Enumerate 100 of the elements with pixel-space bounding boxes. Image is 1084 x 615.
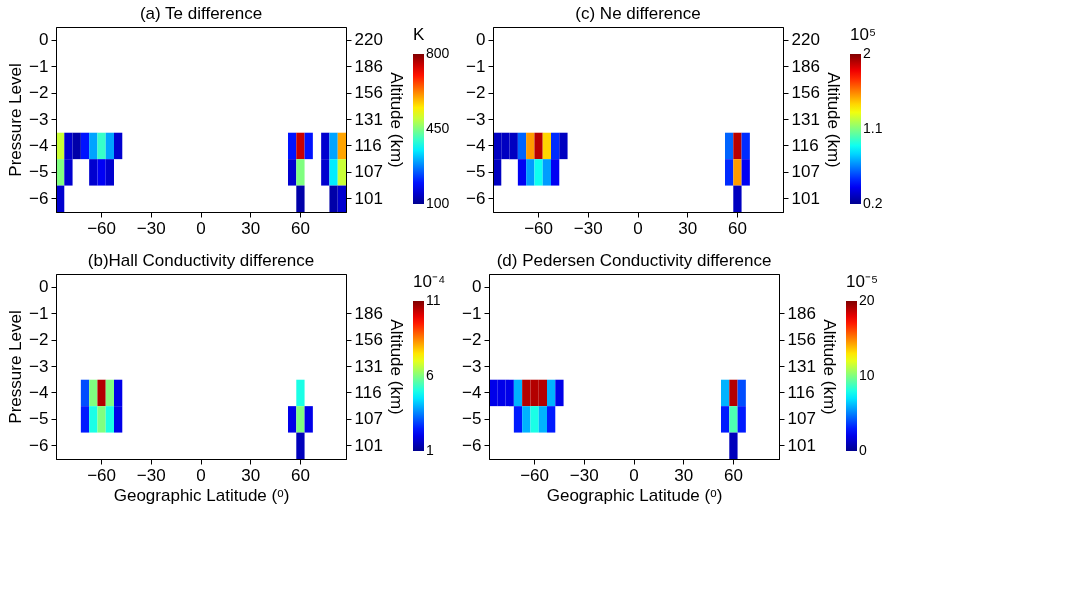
y2-tick-label: 116 — [791, 135, 819, 155]
color-bar-label: 20 — [859, 292, 875, 308]
y-tick-label: −5 — [466, 162, 486, 182]
chart-title: (b)Hall Conductivity difference — [87, 251, 315, 270]
y2-tick-label: 186 — [354, 56, 383, 76]
color-bar-label: 11 — [426, 292, 441, 308]
y2-tick-label: 107 — [354, 409, 383, 429]
color-bar-label: 0.2 — [863, 195, 883, 211]
x-tick-label: −30 — [136, 218, 166, 238]
y2-tick-label: 107 — [354, 162, 383, 182]
color-bar-label: 450 — [426, 120, 450, 136]
y-tick-label: −6 — [466, 188, 486, 208]
x-tick-label: 60 — [723, 465, 743, 485]
y-tick-label: −6 — [29, 435, 49, 455]
y2-tick-label: 116 — [354, 382, 382, 402]
color-bar-label: 800 — [426, 45, 450, 61]
y-tick-label: −2 — [466, 83, 486, 103]
x-tick-label: 60 — [727, 218, 747, 238]
y-tick-label: −6 — [29, 188, 49, 208]
x-tick-label: −60 — [520, 465, 549, 485]
chart-title: (c) Ne difference — [575, 4, 701, 23]
y2-tick-label: 131 — [354, 356, 383, 376]
color-bar-label: 100 — [426, 195, 450, 211]
y2-tick-label: 101 — [787, 435, 816, 455]
y2-tick-label: 220 — [791, 30, 820, 50]
y-tick-label: 0 — [476, 30, 486, 50]
color-bar-label: 1 — [426, 442, 434, 458]
color-bar-label: 2 — [863, 45, 871, 61]
y2-tick-label: 186 — [787, 303, 816, 323]
y-tick-label: −3 — [466, 109, 486, 129]
y-tick-label: −2 — [29, 330, 49, 350]
y-tick-label: −5 — [462, 409, 482, 429]
y2-tick-label: 186 — [791, 56, 820, 76]
y-tick-label: 0 — [39, 277, 49, 297]
y-tick-label: −4 — [29, 135, 49, 155]
x-tick-label: 30 — [678, 218, 698, 238]
x-tick-label: 30 — [241, 218, 261, 238]
y2-tick-label: 116 — [354, 135, 382, 155]
x-tick-label: −30 — [569, 465, 599, 485]
y2-tick-label: 107 — [787, 409, 816, 429]
y2-tick-label: 101 — [791, 188, 820, 208]
y-tick-label: −2 — [29, 83, 49, 103]
y-axis-title: Pressure Level — [6, 310, 26, 424]
y2-tick-label: 220 — [354, 30, 383, 50]
y-tick-label: −4 — [29, 382, 49, 402]
y-tick-label: −3 — [29, 109, 49, 129]
color-bar-title: 10⁻⁴ — [413, 272, 446, 291]
chart-title: (d) Pedersen Conductivity difference — [496, 251, 772, 270]
y2-axis-title: Altitude (km) — [819, 319, 839, 415]
x-tick-label: −60 — [524, 218, 553, 238]
y2-tick-label: 186 — [354, 303, 383, 323]
x-tick-label: −60 — [87, 465, 116, 485]
chart-title: (a) Te difference — [139, 4, 263, 23]
y-tick-label: −3 — [29, 356, 49, 376]
x-tick-label: 30 — [674, 465, 694, 485]
y-tick-label: −1 — [29, 303, 49, 323]
color-bar-title: 10⁻⁵ — [846, 272, 878, 291]
y2-tick-label: 156 — [791, 83, 820, 103]
y-tick-label: −1 — [466, 56, 486, 76]
y-tick-label: −2 — [462, 330, 482, 350]
y2-axis-title: Altitude (km) — [823, 72, 843, 168]
y2-tick-label: 156 — [787, 330, 816, 350]
y2-tick-label: 101 — [354, 435, 383, 455]
y2-tick-label: 107 — [791, 162, 820, 182]
y2-axis-title: Altitude (km) — [386, 72, 406, 168]
x-axis-title: Geographic Latitude (ᵒ) — [113, 485, 290, 505]
y-tick-label: −5 — [29, 409, 49, 429]
color-bar-label: 1.1 — [863, 120, 883, 136]
y-tick-label: −5 — [29, 162, 49, 182]
x-tick-label: 60 — [290, 218, 310, 238]
y2-tick-label: 131 — [354, 109, 383, 129]
y-tick-label: −1 — [29, 56, 49, 76]
y-tick-label: −3 — [462, 356, 482, 376]
x-tick-label: −30 — [136, 465, 166, 485]
y-tick-label: −1 — [462, 303, 482, 323]
x-tick-label: 0 — [629, 465, 639, 485]
x-tick-label: 30 — [241, 465, 261, 485]
x-tick-label: 60 — [290, 465, 310, 485]
y-tick-label: 0 — [39, 30, 49, 50]
y-tick-label: 0 — [472, 277, 482, 297]
y2-tick-label: 131 — [791, 109, 820, 129]
color-bar-title: K — [413, 25, 425, 44]
y-tick-label: −4 — [466, 135, 486, 155]
y2-tick-label: 131 — [787, 356, 816, 376]
x-tick-label: −30 — [573, 218, 603, 238]
x-tick-label: 0 — [633, 218, 643, 238]
x-tick-label: 0 — [196, 218, 206, 238]
color-bar-label: 10 — [859, 367, 875, 383]
y-axis-title: Pressure Level — [6, 63, 26, 177]
color-bar-label: 6 — [426, 367, 434, 383]
x-axis-title: Geographic Latitude (ᵒ) — [546, 485, 723, 505]
color-bar-title: 10⁵ — [850, 25, 876, 44]
y2-tick-label: 156 — [354, 83, 383, 103]
x-tick-label: 0 — [196, 465, 206, 485]
y-tick-label: −4 — [462, 382, 482, 402]
y2-tick-label: 156 — [354, 330, 383, 350]
color-bar-label: 0 — [859, 442, 867, 458]
y-tick-label: −6 — [462, 435, 482, 455]
x-tick-label: −60 — [87, 218, 116, 238]
y2-tick-label: 116 — [787, 382, 815, 402]
